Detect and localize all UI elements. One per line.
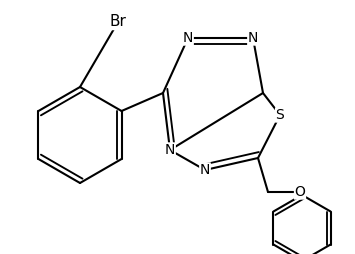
Text: N: N [200,163,210,177]
Text: N: N [165,143,175,157]
Text: N: N [248,31,258,45]
Text: S: S [275,108,284,122]
Text: O: O [295,185,305,199]
Text: Br: Br [110,14,126,29]
Text: N: N [183,31,193,45]
